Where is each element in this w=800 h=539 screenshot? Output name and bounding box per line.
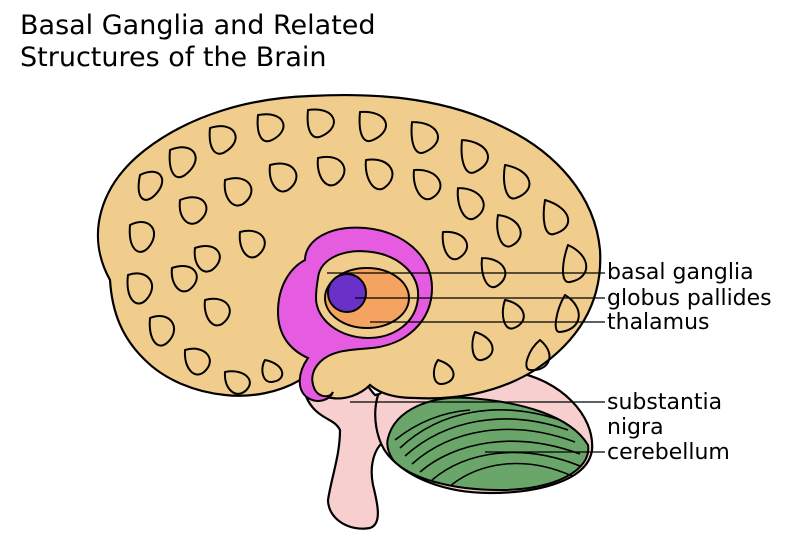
label-basal-ganglia: basal ganglia [607,260,754,285]
label-globus-pallides: globus pallides [607,286,772,311]
label-substantia-nigra: substantia nigra [607,390,722,441]
label-cerebellum: cerebellum [607,440,730,465]
label-thalamus: thalamus [607,310,709,335]
thalamus [328,274,366,312]
diagram-canvas: Basal Ganglia and Related Structures of … [0,0,800,539]
diagram-title: Basal Ganglia and Related Structures of … [20,10,376,74]
